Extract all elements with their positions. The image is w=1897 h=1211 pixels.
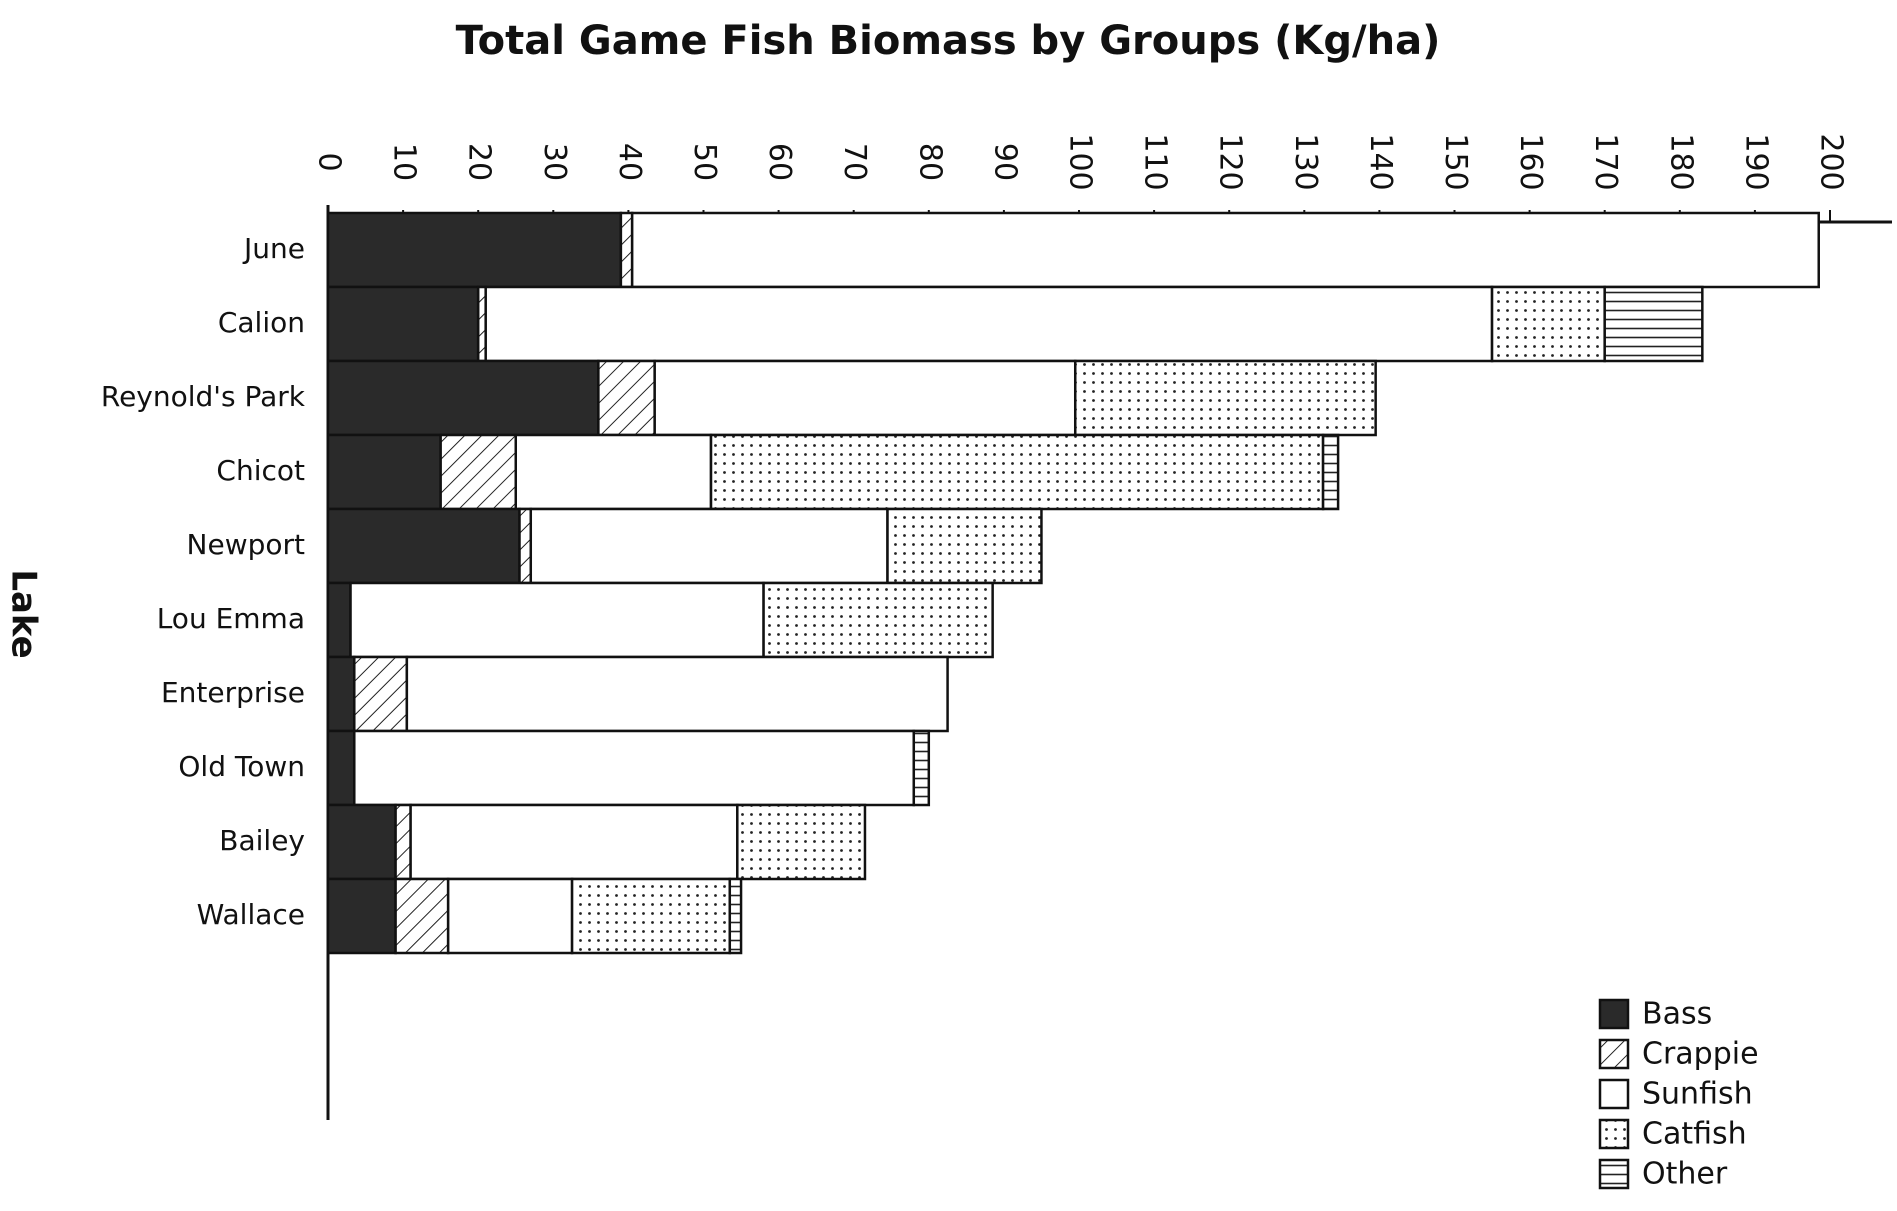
bar-segment xyxy=(1321,433,1340,511)
bar-segment xyxy=(1490,285,1606,363)
bar-segment xyxy=(529,507,889,585)
bar-segment xyxy=(653,359,1077,437)
legend-label: Other xyxy=(1642,1157,1728,1192)
bar-segment xyxy=(394,877,450,955)
bar-segment xyxy=(326,803,397,881)
bar-segment xyxy=(762,581,994,659)
bar-segment xyxy=(1073,359,1377,437)
y-tick-label: Chicot xyxy=(216,454,305,487)
x-tick-label: 40 xyxy=(612,143,647,181)
x-tick-label: 140 xyxy=(1363,133,1398,190)
bar-segment xyxy=(409,803,739,881)
bar-segment xyxy=(326,507,521,585)
y-tick-label: Calion xyxy=(218,306,305,339)
bar-segment xyxy=(597,359,656,437)
y-tick-label: Newport xyxy=(187,528,305,561)
bar-segment xyxy=(439,433,517,511)
bar-segment xyxy=(326,285,480,363)
bar-segment xyxy=(326,211,623,289)
bar-segment xyxy=(326,433,442,511)
y-tick-label: Old Town xyxy=(178,750,305,783)
bar-segment xyxy=(405,655,949,733)
y-tick-label: Lou Emma xyxy=(157,602,305,635)
x-tick-label: 10 xyxy=(387,143,422,181)
bar-segment xyxy=(349,581,765,659)
y-tick-label: Enterprise xyxy=(161,676,305,709)
bar-segment xyxy=(886,507,1043,585)
x-tick-label: 150 xyxy=(1438,133,1473,190)
bar-segment xyxy=(326,359,600,437)
bar-segment xyxy=(353,655,409,733)
bar-segment xyxy=(484,285,1494,363)
bar-segment xyxy=(709,433,1325,511)
legend-label: Catfish xyxy=(1642,1117,1747,1152)
x-tick-label: 130 xyxy=(1288,133,1323,190)
x-tick-label: 160 xyxy=(1513,133,1548,190)
x-tick-label: 20 xyxy=(462,143,497,181)
legend-label: Bass xyxy=(1642,997,1712,1032)
bar-segment xyxy=(326,655,356,733)
x-tick-label: 200 xyxy=(1814,133,1849,190)
bar-segment xyxy=(912,729,931,807)
legend-label: Crappie xyxy=(1642,1037,1759,1072)
y-tick-label: Wallace xyxy=(197,898,305,931)
bar-segment xyxy=(630,211,1820,289)
y-tick-label: Bailey xyxy=(219,824,305,857)
x-tick-label: 90 xyxy=(987,143,1022,181)
x-tick-label: 70 xyxy=(837,143,872,181)
x-tick-label: 100 xyxy=(1063,133,1098,190)
x-tick-label: 170 xyxy=(1588,133,1623,190)
x-tick-label: 80 xyxy=(912,143,947,181)
bar-segment xyxy=(326,581,352,659)
legend-swatch xyxy=(1598,998,1630,1030)
legend-swatch xyxy=(1598,1118,1630,1150)
legend-swatch xyxy=(1598,1158,1630,1190)
x-tick-label: 60 xyxy=(762,143,797,181)
bar-segment xyxy=(514,433,713,511)
chart-title: Total Game Fish Biomass by Groups (Kg/ha… xyxy=(456,18,1441,64)
bar-segment xyxy=(619,211,634,289)
bar-segment xyxy=(1603,285,1704,363)
bar-segment xyxy=(394,803,412,881)
bar-segment xyxy=(446,877,574,955)
bar-segment xyxy=(326,877,397,955)
y-tick-label: June xyxy=(242,232,305,265)
legend-swatch xyxy=(1598,1078,1630,1110)
x-tick-label: 190 xyxy=(1738,133,1773,190)
bar-segment xyxy=(518,507,533,585)
bar-segment xyxy=(736,803,867,881)
legend-swatch xyxy=(1598,1038,1630,1070)
bar-segment xyxy=(570,877,732,955)
x-tick-label: 180 xyxy=(1663,133,1698,190)
bar-segment xyxy=(326,729,356,807)
x-tick-label: 0 xyxy=(312,152,347,171)
legend-label: Sunfish xyxy=(1642,1077,1753,1112)
y-tick-label: Reynold's Park xyxy=(101,380,306,413)
bar-segment xyxy=(353,729,916,807)
x-tick-label: 110 xyxy=(1138,133,1173,190)
y-axis-label: Lake xyxy=(4,569,44,658)
bar-segment xyxy=(728,877,743,955)
x-tick-label: 30 xyxy=(537,143,572,181)
x-tick-label: 120 xyxy=(1213,133,1248,190)
x-tick-label: 50 xyxy=(687,143,722,181)
